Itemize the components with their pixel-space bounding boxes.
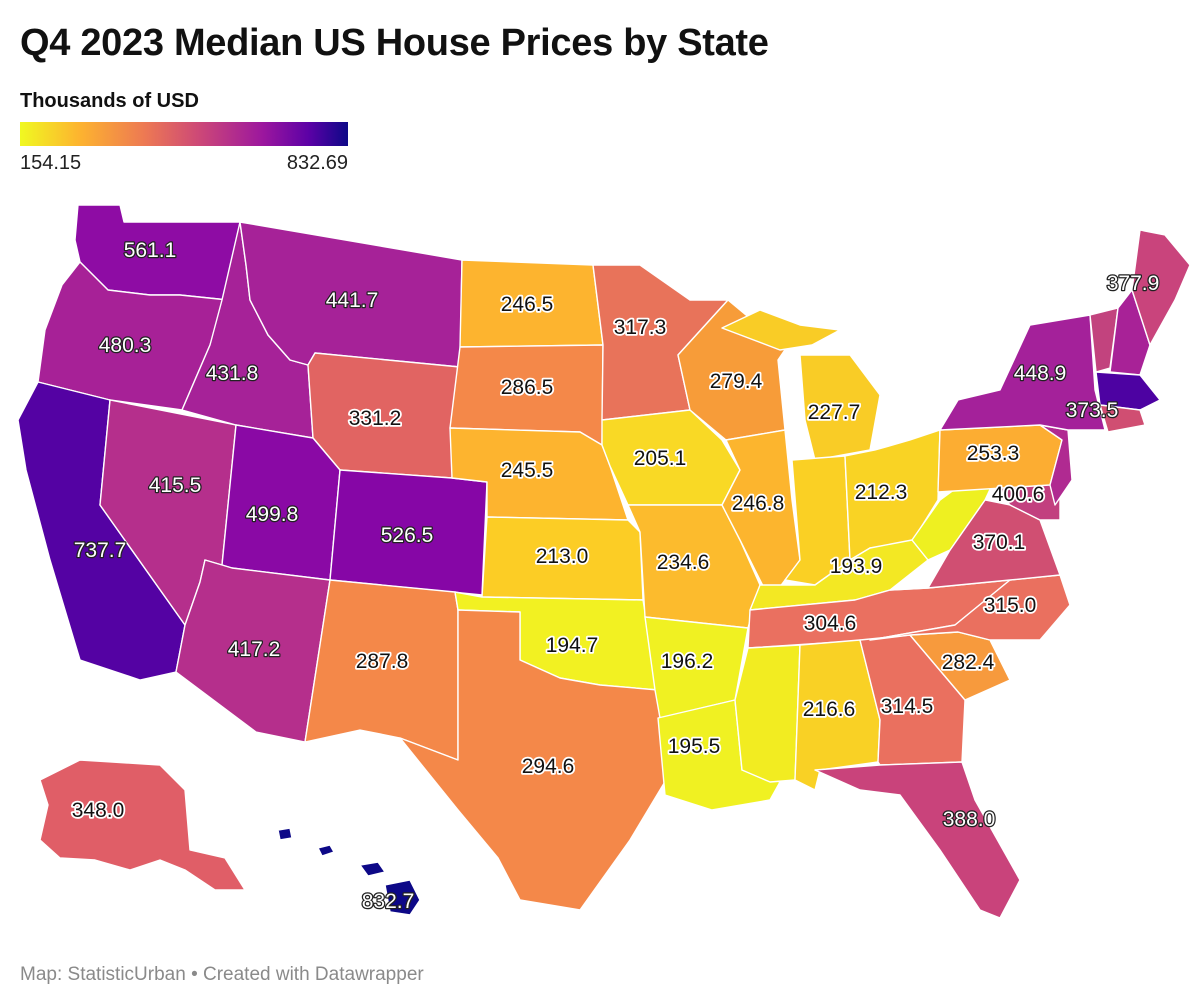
state-mi[interactable] <box>799 354 881 461</box>
state-value-labels: 561.1 480.3 737.7 415.5 431.8 441.7 331.… <box>70 238 1161 915</box>
label-ok: 194.7 <box>546 634 599 657</box>
label-nm: 287.8 <box>356 650 409 673</box>
label-id: 431.8 <box>206 362 259 385</box>
label-hi: 832.7 <box>362 890 415 913</box>
state-nc[interactable] <box>869 574 1071 641</box>
label-al: 216.6 <box>803 698 856 721</box>
label-me: 377.9 <box>1107 272 1160 295</box>
label-ne: 245.5 <box>501 459 554 482</box>
label-ak: 348.0 <box>72 799 125 822</box>
state-nh[interactable] <box>1109 289 1151 376</box>
state-co[interactable] <box>329 469 488 596</box>
label-ar: 196.2 <box>661 650 714 673</box>
label-co: 526.5 <box>381 524 434 547</box>
label-la: 195.5 <box>668 735 721 758</box>
legend-min-value: 154.15 <box>20 152 82 174</box>
state-me[interactable] <box>1131 229 1191 346</box>
label-nc: 315.0 <box>984 594 1037 617</box>
map-title: Q4 2023 Median US House Prices by State <box>20 22 769 64</box>
label-nj: 400.6 <box>992 483 1045 506</box>
label-il: 246.8 <box>732 492 785 515</box>
map-credit-footer: Map: StatisticUrban • Created with Dataw… <box>20 964 424 985</box>
state-ms[interactable] <box>734 644 801 783</box>
label-ma: 373.5 <box>1066 399 1119 422</box>
state-hi-maui[interactable] <box>359 861 386 877</box>
label-nd: 246.5 <box>501 293 554 316</box>
label-fl: 388.0 <box>943 808 996 831</box>
label-mi: 227.7 <box>808 401 861 424</box>
state-fl[interactable] <box>814 761 1021 919</box>
label-mt: 441.7 <box>326 289 379 312</box>
state-az[interactable] <box>175 559 331 743</box>
state-ma[interactable] <box>1095 371 1161 411</box>
state-wv[interactable] <box>911 477 993 561</box>
label-sd: 286.5 <box>501 376 554 399</box>
state-ak[interactable] <box>39 759 246 891</box>
state-hi-oahu[interactable] <box>317 844 335 857</box>
state-hi-big[interactable] <box>384 879 421 916</box>
label-pa: 253.3 <box>967 442 1020 465</box>
state-ct[interactable] <box>1099 404 1146 433</box>
label-mo: 234.6 <box>657 551 710 574</box>
label-nv: 415.5 <box>149 474 202 497</box>
label-ks: 213.0 <box>536 545 589 568</box>
label-oh: 212.3 <box>855 481 908 504</box>
label-va: 370.1 <box>973 531 1026 554</box>
state-mi-upper[interactable] <box>721 309 841 351</box>
label-wy: 331.2 <box>349 407 402 430</box>
label-wa: 561.1 <box>124 239 177 262</box>
legend-max-value: 832.69 <box>286 152 348 174</box>
label-mn: 317.3 <box>614 316 667 339</box>
state-ny[interactable] <box>939 314 1106 431</box>
legend-color-scale <box>20 122 348 146</box>
label-wi: 279.4 <box>710 370 763 393</box>
state-hi-kauai[interactable] <box>277 827 293 841</box>
label-ia: 205.1 <box>634 447 687 470</box>
label-ga: 314.5 <box>881 695 934 718</box>
legend-title: Thousands of USD <box>20 90 199 112</box>
label-sc: 282.4 <box>942 651 995 674</box>
label-or: 480.3 <box>99 334 152 357</box>
label-az: 417.2 <box>228 638 281 661</box>
label-ca: 737.7 <box>74 539 127 562</box>
label-tx: 294.6 <box>522 755 575 778</box>
label-tn: 304.6 <box>804 612 857 635</box>
label-ky: 193.9 <box>830 555 883 578</box>
state-tx[interactable] <box>399 609 673 911</box>
label-ut: 499.8 <box>246 503 299 526</box>
label-ny: 448.9 <box>1014 362 1067 385</box>
